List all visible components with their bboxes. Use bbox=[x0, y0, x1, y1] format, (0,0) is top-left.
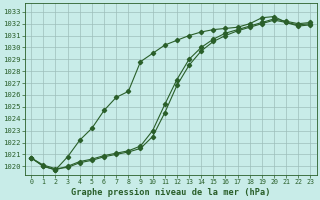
X-axis label: Graphe pression niveau de la mer (hPa): Graphe pression niveau de la mer (hPa) bbox=[71, 188, 271, 197]
